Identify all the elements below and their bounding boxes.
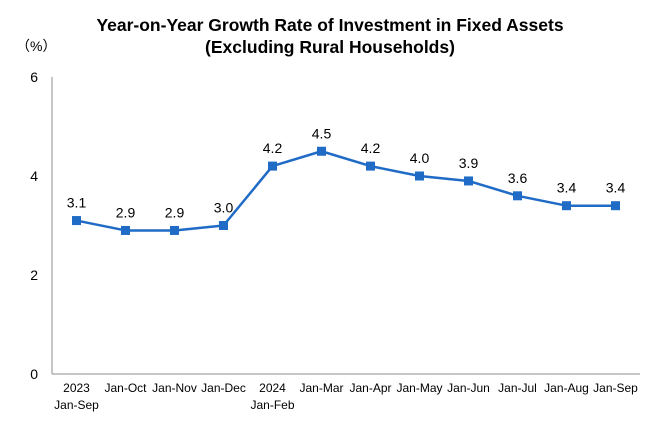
x-tick-label: Jan-Sep [54,398,99,412]
x-tick-label: Jan-Apr [349,381,391,395]
data-point-marker [464,176,473,186]
chart-title-line-1: Year-on-Year Growth Rate of Investment i… [96,15,564,35]
y-tick-label: 4 [30,168,38,184]
x-tick-label: Jan-Mar [299,381,343,395]
data-point-marker [72,216,81,226]
data-label: 3.1 [67,195,87,211]
x-tick-label: Jan-May [396,381,442,395]
x-tick-label: Jan-Dec [201,381,246,395]
data-label: 2.9 [116,204,136,220]
data-label: 4.2 [361,140,381,156]
data-point-marker [268,161,277,171]
x-tick-label: 2024 [259,381,286,395]
data-point-marker [562,201,571,211]
x-tick-label: Jan-Oct [104,381,147,395]
data-point-marker [611,201,620,211]
y-tick-label: 0 [30,366,38,382]
data-label: 4.0 [410,150,430,166]
data-point-marker [121,225,130,235]
data-label: 2.9 [165,204,185,220]
data-label: 3.0 [214,200,234,216]
chart-title-line-2: (Excluding Rural Households) [205,37,455,57]
series-path [76,150,616,232]
series-line [72,146,620,235]
x-tick-label: Jan-Feb [250,398,294,412]
y-tick-label: 2 [30,267,38,283]
chart-title: Year-on-Year Growth Rate of Investment i… [0,14,660,58]
x-tick-label: 2023 [63,381,90,395]
axes: 0 2 4 6 2023 Jan-Sep Jan-Oct Jan-Nov Jan-Dec 2024… [30,69,640,412]
data-point-marker [170,225,179,235]
x-tick-label: Jan-Nov [152,381,197,395]
y-tick-label: 6 [30,69,38,85]
data-labels: 3.1 2.9 2.9 3.0 4.2 4.5 4.2 4.0 3.9 3.6 3.4 3.4 [67,125,626,220]
x-tick-label: Jan-Jul [498,381,537,395]
x-tick-label: Jan-Jun [447,381,490,395]
data-label: 4.2 [263,140,283,156]
data-label: 3.6 [508,170,528,186]
data-point-marker [317,146,326,156]
data-label: 3.4 [606,180,626,196]
data-label: 3.9 [459,155,479,171]
data-point-marker [219,221,228,230]
data-point-marker [415,171,424,181]
data-point-marker [513,191,522,201]
data-label: 4.5 [312,125,332,141]
data-label: 3.4 [557,180,577,196]
x-tick-label: Jan-Aug [544,381,589,395]
x-tick-label: Jan-Sep [593,381,638,395]
data-point-marker [366,161,375,171]
y-axis-unit-label: （%） [16,38,57,54]
